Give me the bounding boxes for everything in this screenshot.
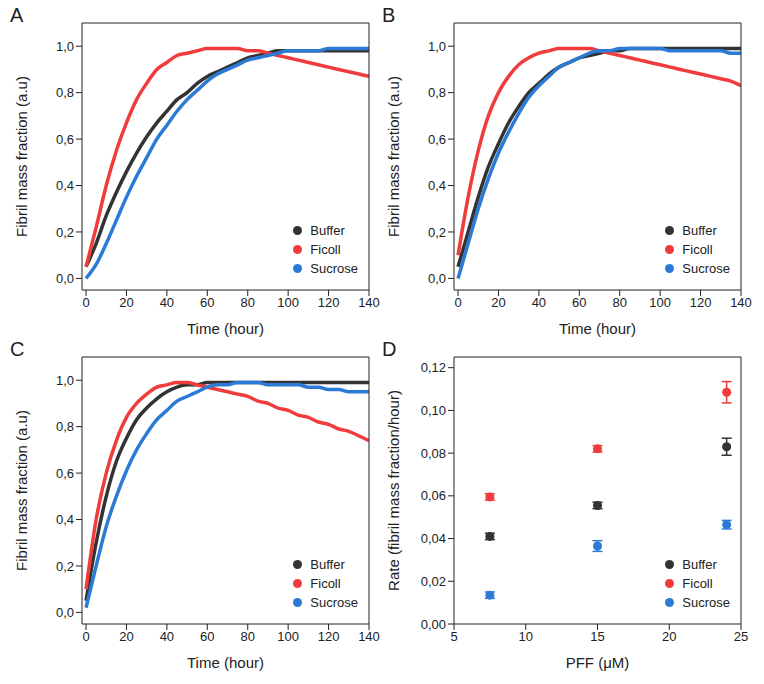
- svg-text:0,8: 0,8: [56, 85, 74, 100]
- html-text:D: D: [382, 338, 397, 360]
- svg-text:120: 120: [318, 629, 340, 644]
- svg-text:0,0: 0,0: [428, 271, 446, 286]
- svg-text:120: 120: [318, 295, 340, 310]
- svg-text:Fibril mass fraction (a.u): Fibril mass fraction (a.u): [13, 410, 30, 571]
- svg-text:25: 25: [734, 629, 748, 644]
- svg-text:0,02: 0,02: [421, 574, 446, 589]
- svg-text:0,4: 0,4: [56, 178, 74, 193]
- svg-text:100: 100: [277, 629, 299, 644]
- svg-text:0,00: 0,00: [421, 617, 446, 632]
- svg-text:Time (hour): Time (hour): [187, 320, 264, 337]
- svg-text:1,0: 1,0: [56, 373, 74, 388]
- svg-text:40: 40: [160, 295, 174, 310]
- svg-text:120: 120: [690, 295, 712, 310]
- svg-text:1,0: 1,0: [56, 39, 74, 54]
- svg-text:20: 20: [119, 295, 133, 310]
- svg-text:80: 80: [240, 629, 254, 644]
- html-text:A: A: [10, 4, 24, 26]
- svg-text:0,2: 0,2: [56, 225, 74, 240]
- svg-text:Time (hour): Time (hour): [187, 654, 264, 671]
- svg-text:0,6: 0,6: [56, 466, 74, 481]
- svg-text:0,0: 0,0: [56, 271, 74, 286]
- svg-text:0,2: 0,2: [428, 225, 446, 240]
- svg-text:0,6: 0,6: [56, 132, 74, 147]
- svg-text:140: 140: [358, 295, 380, 310]
- html-text:Ficoll: Ficoll: [682, 242, 713, 257]
- html-text:Sucrose: Sucrose: [310, 595, 358, 610]
- svg-text:0,06: 0,06: [421, 488, 446, 503]
- html-text:Ficoll: Ficoll: [310, 576, 341, 591]
- svg-text:80: 80: [240, 295, 254, 310]
- svg-text:0,0: 0,0: [56, 605, 74, 620]
- svg-text:5: 5: [450, 629, 457, 644]
- svg-text:0,04: 0,04: [421, 531, 446, 546]
- svg-text:10: 10: [519, 629, 533, 644]
- svg-text:Fibril mass fraction (a.u): Fibril mass fraction (a.u): [13, 76, 30, 237]
- svg-text:0: 0: [454, 295, 461, 310]
- svg-text:1,0: 1,0: [428, 39, 446, 54]
- svg-text:Time (hour): Time (hour): [559, 320, 636, 337]
- svg-text:20: 20: [491, 295, 505, 310]
- html-text:C: C: [10, 338, 25, 360]
- svg-text:80: 80: [612, 295, 626, 310]
- svg-text:0,2: 0,2: [56, 559, 74, 574]
- svg-text:60: 60: [200, 629, 214, 644]
- html-text:Buffer: Buffer: [682, 223, 717, 238]
- svg-text:Fibril mass fraction (a.u): Fibril mass fraction (a.u): [385, 76, 402, 237]
- svg-text:0,8: 0,8: [428, 85, 446, 100]
- svg-text:140: 140: [358, 629, 380, 644]
- html-text:Ficoll: Ficoll: [682, 576, 713, 591]
- svg-text:140: 140: [730, 295, 752, 310]
- html-text:Sucrose: Sucrose: [310, 261, 358, 276]
- svg-text:20: 20: [119, 629, 133, 644]
- html-text:Ficoll: Ficoll: [310, 242, 341, 257]
- svg-text:60: 60: [572, 295, 586, 310]
- svg-text:0,8: 0,8: [56, 419, 74, 434]
- svg-text:60: 60: [200, 295, 214, 310]
- svg-text:100: 100: [649, 295, 671, 310]
- svg-text:PFF (μM): PFF (μM): [566, 654, 630, 671]
- html-text:Buffer: Buffer: [682, 557, 717, 572]
- svg-text:20: 20: [662, 629, 676, 644]
- svg-text:15: 15: [590, 629, 604, 644]
- html-text:Buffer: Buffer: [310, 557, 345, 572]
- svg-text:0,12: 0,12: [421, 360, 446, 375]
- svg-text:0,10: 0,10: [421, 403, 446, 418]
- html-text:Sucrose: Sucrose: [682, 595, 730, 610]
- svg-text:40: 40: [532, 295, 546, 310]
- html-text:Buffer: Buffer: [310, 223, 345, 238]
- svg-text:0,08: 0,08: [421, 446, 446, 461]
- svg-text:0,4: 0,4: [56, 512, 74, 527]
- html-text:Sucrose: Sucrose: [682, 261, 730, 276]
- svg-text:40: 40: [160, 629, 174, 644]
- svg-text:100: 100: [277, 295, 299, 310]
- svg-text:0,6: 0,6: [428, 132, 446, 147]
- svg-text:Rate (fibril mass fraction/hou: Rate (fibril mass fraction/hour): [385, 390, 402, 591]
- svg-text:0,4: 0,4: [428, 178, 446, 193]
- html-text:B: B: [382, 4, 396, 26]
- svg-text:0: 0: [82, 629, 89, 644]
- svg-text:0: 0: [82, 295, 89, 310]
